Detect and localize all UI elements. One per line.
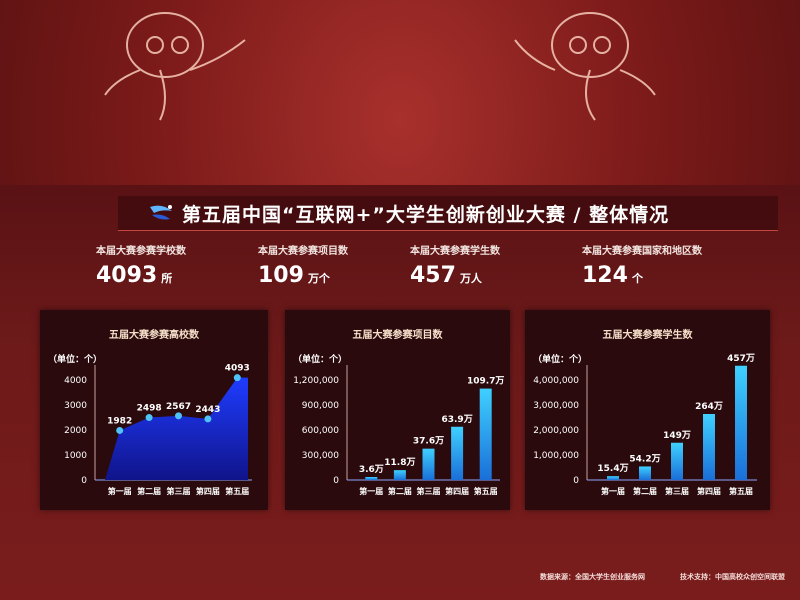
stat-value: 457 <box>410 263 456 288</box>
bar <box>639 466 651 480</box>
y-tick-label: 300,000 <box>302 451 339 461</box>
stat-label: 本届大赛参赛项目数 <box>258 246 348 257</box>
bar <box>607 476 619 480</box>
bar <box>451 426 464 480</box>
y-tick-label: 4,000,000 <box>533 376 579 386</box>
stat-value: 124 <box>582 263 628 288</box>
page-title: 第五届中国“互联网+”大学生创新创业大赛 / 整体情况 <box>182 203 670 226</box>
title-bar: 第五届中国“互联网+”大学生创新创业大赛 / 整体情况 <box>118 196 778 231</box>
data-label: 54.2万 <box>629 453 660 464</box>
data-source: 数据来源：全国大学生创业服务网 <box>540 573 645 581</box>
data-label: 2443 <box>195 405 220 415</box>
x-tick-label: 第一届 <box>601 486 625 496</box>
x-tick-label: 第五届 <box>225 486 249 496</box>
bar <box>393 470 406 480</box>
x-tick-label: 第三届 <box>665 486 689 496</box>
chart-title: 五届大赛参赛学生数 <box>602 330 693 341</box>
y-tick-label: 0 <box>333 476 339 486</box>
data-label: 15.4万 <box>597 463 628 474</box>
mascot-projection-right <box>514 12 656 121</box>
y-axis-unit: （单位：个） <box>293 355 348 365</box>
stat-countries: 本届大赛参赛国家和地区数 124 个 <box>582 242 702 288</box>
mascot-projection-left <box>104 12 246 121</box>
stat-label: 本届大赛参赛国家和地区数 <box>582 246 702 257</box>
data-point <box>175 412 182 420</box>
x-tick-label: 第四届 <box>196 486 220 496</box>
x-tick-label: 第五届 <box>474 486 498 496</box>
data-label: 11.8万 <box>384 457 415 468</box>
data-point <box>233 374 241 382</box>
stat-label: 本届大赛参赛学校数 <box>96 246 186 257</box>
data-label: 264万 <box>695 401 723 412</box>
y-tick-label: 1,200,000 <box>293 376 339 386</box>
y-tick-label: 600,000 <box>302 426 339 436</box>
stat-unit: 所 <box>161 272 173 285</box>
bar <box>671 442 683 480</box>
stat-value: 4093 <box>96 263 158 288</box>
x-tick-label: 第二届 <box>388 486 412 496</box>
x-tick-label: 第四届 <box>697 486 721 496</box>
bar <box>365 477 378 480</box>
chart-title: 五届大赛参赛高校数 <box>109 330 199 341</box>
data-label: 149万 <box>663 430 691 441</box>
y-tick-label: 1,000,000 <box>533 451 579 461</box>
x-tick-label: 第三届 <box>417 486 441 496</box>
stat-value: 109 <box>258 263 304 288</box>
x-tick-label: 第二届 <box>633 486 657 496</box>
y-tick-label: 900,000 <box>302 401 339 411</box>
stat-label: 本届大赛参赛学生数 <box>410 246 500 257</box>
y-tick-label: 3000 <box>64 401 87 411</box>
stat-unit: 万个 <box>307 272 330 285</box>
x-tick-label: 第五届 <box>729 486 753 496</box>
data-point <box>145 414 153 422</box>
data-label: 2498 <box>137 404 162 414</box>
data-label: 37.6万 <box>413 436 444 447</box>
y-tick-label: 4000 <box>64 376 87 386</box>
data-label: 109.7万 <box>467 376 504 387</box>
data-point <box>116 426 124 434</box>
y-axis-unit: （单位：个） <box>48 355 103 365</box>
data-label: 3.6万 <box>359 464 384 475</box>
data-label: 4093 <box>225 364 250 374</box>
x-tick-label: 第二届 <box>137 486 161 496</box>
chart-students: 0 1,000,000 2,000,000 3,000,000 4,000,000 第一届… <box>533 353 757 496</box>
stat-unit: 个 <box>631 272 643 285</box>
data-label: 63.9万 <box>441 414 472 425</box>
bar <box>703 414 715 480</box>
chart-panel-projects: 五届大赛参赛项目数 （单位：个） 0 300,000 600,000 900,000 1… <box>285 310 510 510</box>
y-tick-label: 1000 <box>64 451 87 461</box>
y-axis-unit: （单位：个） <box>533 355 588 365</box>
stat-unit: 万人 <box>459 272 482 285</box>
stat-schools: 本届大赛参赛学校数 4093 所 <box>96 242 186 288</box>
chart-title: 五届大赛参赛项目数 <box>352 330 443 341</box>
data-point <box>204 415 212 423</box>
bar <box>479 388 492 480</box>
stat-projects: 本届大赛参赛项目数 109 万个 <box>258 242 348 288</box>
data-label: 2567 <box>166 402 191 412</box>
data-label: 1982 <box>107 416 132 426</box>
bar <box>735 365 747 480</box>
y-tick-label: 2,000,000 <box>533 426 579 436</box>
chart-projects: 0 300,000 600,000 900,000 1,200,000 第一届 第二届 第三届… <box>293 365 504 496</box>
competition-logo-icon <box>150 205 172 220</box>
y-tick-label: 3,000,000 <box>533 401 579 411</box>
x-tick-label: 第一届 <box>359 486 383 496</box>
bar <box>422 448 435 480</box>
x-tick-label: 第一届 <box>108 486 132 496</box>
x-tick-label: 第四届 <box>445 486 469 496</box>
chart-schools: 0 1000 2000 3000 4000 第一届 第二届 第三届 第四届 第五届 1982 2498… <box>64 364 252 496</box>
tech-support: 技术支持：中国高校众创空间联盟 <box>680 573 785 581</box>
y-tick-label: 0 <box>573 476 579 486</box>
y-tick-label: 2000 <box>64 426 87 436</box>
chart-panel-schools: 五届大赛参赛高校数 （单位：个） 0 1000 2000 3000 4000 第一届 第二届… <box>40 310 268 510</box>
chart-panel-students: 五届大赛参赛学生数 （单位：个） 0 1,000,000 2,000,000 3,00… <box>525 310 770 510</box>
data-label: 457万 <box>727 353 755 364</box>
stat-students: 本届大赛参赛学生数 457 万人 <box>410 242 500 288</box>
x-tick-label: 第三届 <box>167 486 191 496</box>
area-series <box>105 377 248 480</box>
y-tick-label: 0 <box>81 476 87 486</box>
